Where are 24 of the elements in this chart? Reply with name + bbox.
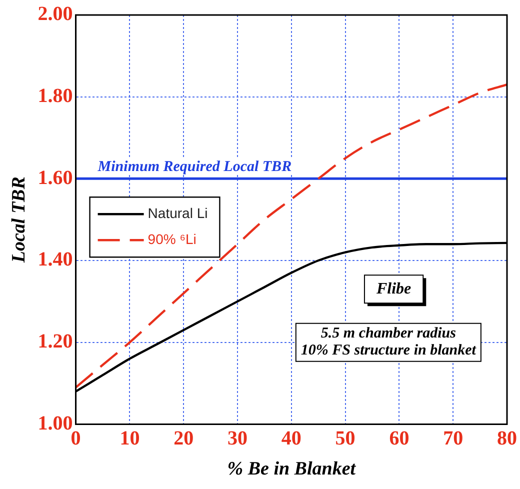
x-tick-label: 60 <box>389 427 410 450</box>
y-tick-label: 2.00 <box>38 3 73 26</box>
annotation: 5.5 m chamber radius <box>320 326 456 342</box>
y-axis-title: Local TBR <box>8 176 30 264</box>
x-tick-label: 10 <box>120 427 140 450</box>
x-axis-title: % Be in Blanket <box>227 458 356 480</box>
x-tick-label: 80 <box>497 427 517 450</box>
x-tick-label: 0 <box>70 427 81 450</box>
y-tick-label: 1.60 <box>38 166 73 189</box>
x-tick-label: 70 <box>443 427 464 450</box>
x-tick-label: 30 <box>228 427 248 450</box>
y-tick-label: 1.80 <box>38 85 73 108</box>
annotation: 10% FS structure in blanket <box>300 342 477 359</box>
x-tick-label: 50 <box>335 427 356 450</box>
x-tick-label: 20 <box>174 427 194 450</box>
x-tick-label: 40 <box>281 427 302 450</box>
legend-label: Natural Li <box>148 204 208 221</box>
line-series <box>76 83 507 388</box>
y-tick-label: 1.20 <box>38 330 73 353</box>
legend-label: 90% ⁶Li <box>148 230 196 247</box>
ref-line-label: Minimum Required Local TBR <box>96 159 292 176</box>
annotation: Flibe <box>375 280 412 298</box>
y-tick-label: 1.00 <box>38 412 73 434</box>
y-tick-label: 1.40 <box>38 248 73 271</box>
